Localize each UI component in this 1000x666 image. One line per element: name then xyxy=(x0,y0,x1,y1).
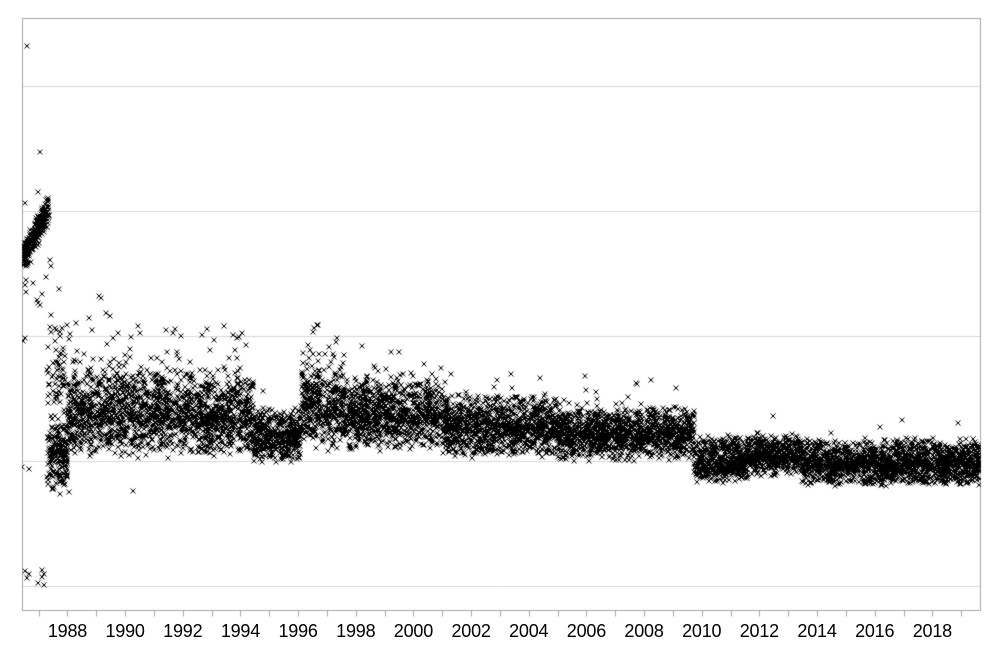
scatter-chart: 1988 1990 1992 1994 1996 1998 2000 2002 2004 2006… xyxy=(0,0,1000,666)
scatter-plot-canvas xyxy=(0,0,1000,666)
